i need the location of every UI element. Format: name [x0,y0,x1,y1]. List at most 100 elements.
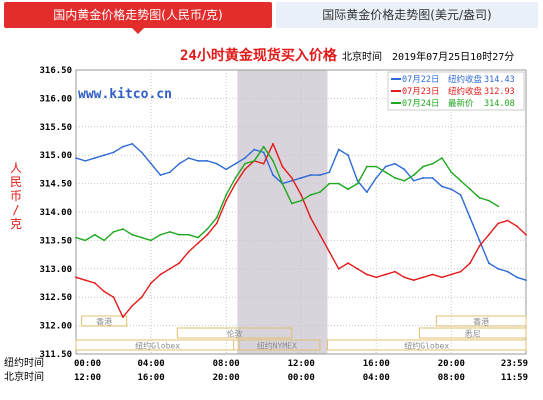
series-point-3 [234,177,237,179]
legend-series-value: 314.43 [484,75,515,85]
series-point-3 [243,162,246,165]
tab-domestic-gold[interactable]: 国内黄金价格走势图(人民币/克) [4,2,272,34]
series-point-1 [469,216,471,219]
series-point-2 [206,233,209,236]
series-point-1 [206,159,209,162]
series-point-2 [328,250,331,253]
series-point-2 [337,267,340,270]
y-tick-label: 315.50 [39,123,72,133]
series-point-2 [497,222,500,225]
legend-series-value: 314.08 [484,99,515,109]
legend-series-name: 07月22日 [402,75,439,85]
series-point-2 [131,304,134,307]
active-tab-caret-icon [132,28,144,34]
series-point-3 [253,159,256,162]
x-tick-label-bj: 08:00 [438,373,465,383]
series-point-2 [506,219,509,222]
series-point-3 [93,233,96,236]
series-point-1 [187,157,190,159]
legend-box [387,71,525,111]
series-point-2 [93,282,96,284]
series-point-3 [309,194,312,196]
series-point-3 [431,162,434,165]
series-point-1 [412,179,415,182]
series-point-2 [215,222,218,225]
x-tick-label-bj: 11:59 [501,373,528,383]
series-point-3 [337,182,340,185]
series-point-2 [243,168,246,171]
series-point-2 [168,267,171,270]
series-point-1 [103,154,106,157]
x-tick-label-ny: 20:00 [438,359,465,369]
series-point-2 [197,242,199,245]
series-point-2 [159,273,162,276]
series-point-2 [150,282,152,284]
series-point-1 [234,162,237,165]
series-point-1 [84,159,87,162]
legend-series-name: 07月24日 [402,99,439,109]
series-point-1 [450,188,453,191]
y-axis-label: 克 [10,217,22,231]
series-point-1 [459,194,462,196]
series-point-3 [384,171,387,174]
series-point-2 [187,250,190,253]
tab-international-gold[interactable]: 国际黄金价格走势图(美元/盎司) [276,2,538,28]
series-point-3 [215,216,218,219]
series-point-1 [215,162,218,165]
series-point-3 [281,182,284,185]
series-point-3 [187,233,190,236]
x-tick-label-ny: 00:00 [74,359,101,369]
series-point-3 [112,230,115,233]
series-point-3 [272,159,274,162]
y-axis-label: 人 [10,161,22,175]
series-point-1 [159,174,162,176]
x-tick-label-bj: 12:00 [74,373,101,383]
y-tick-label: 313.50 [39,236,72,246]
market-session-bar [81,315,128,327]
series-line-3 [75,145,499,242]
series-point-1 [403,168,406,171]
market-session-bar [326,339,527,351]
series-point-2 [365,273,368,276]
series-point-2 [225,199,228,202]
series-point-2 [290,177,293,179]
y-tick-label: 316.50 [39,66,72,76]
series-point-2 [356,267,359,270]
series-point-1 [328,171,331,174]
series-point-3 [168,230,171,233]
series-point-1 [290,179,293,182]
series-point-2 [412,279,415,282]
series-point-3 [84,239,87,242]
series-point-1 [140,151,143,154]
series-point-3 [403,179,406,182]
series-point-2 [103,290,106,293]
series-point-1 [319,174,321,176]
series-point-2 [347,262,350,265]
tab-international-gold-label: 国际黄金价格走势图(美元/盎司) [322,8,492,22]
series-point-2 [394,270,396,273]
series-point-2 [262,162,265,165]
market-session-bar [435,315,527,327]
series-point-1 [394,162,396,165]
x-tick-label-ny: 08:00 [213,359,240,369]
series-point-3 [450,171,453,174]
series-point-3 [225,194,228,196]
legend-series-name: 07月23日 [402,87,439,97]
series-point-1 [478,239,481,242]
series-point-1 [262,151,265,154]
series-point-2 [403,276,406,279]
series-point-3 [300,199,303,202]
series-point-1 [347,154,350,157]
y-tick-label: 315.00 [39,151,72,161]
series-point-3 [469,188,471,191]
market-session-label: 悉尼 [465,329,481,339]
series-point-1 [272,174,274,176]
series-point-1 [516,276,518,279]
series-point-2 [75,276,77,279]
series-point-2 [272,142,274,145]
chart-timestamp: 2019年07月25日10时27分 [392,50,514,63]
series-point-1 [525,279,527,282]
market-session-bar [418,327,527,339]
tab-bar: 国内黄金价格走势图(人民币/克) 国际黄金价格走势图(美元/盎司) [0,0,543,34]
series-point-2 [422,276,425,279]
